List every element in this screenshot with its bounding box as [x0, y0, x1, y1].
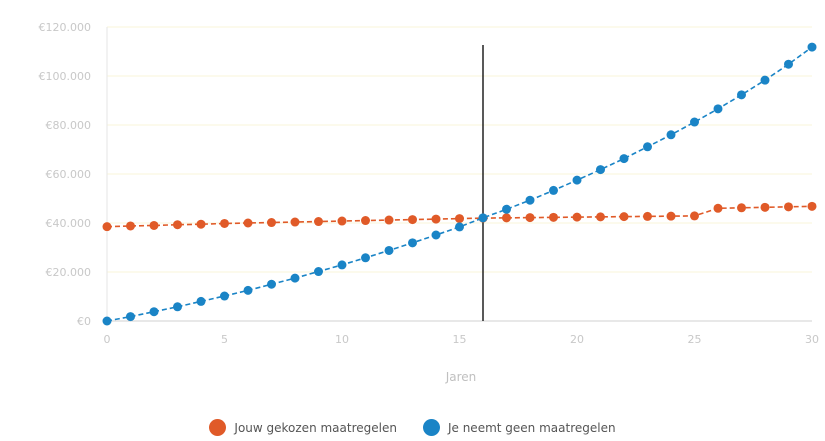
data-point — [314, 267, 323, 277]
x-tick-label: 5 — [221, 333, 228, 346]
data-point — [173, 220, 182, 230]
data-point — [361, 253, 370, 263]
data-point — [784, 59, 793, 69]
data-point — [314, 217, 323, 227]
data-point — [220, 218, 229, 228]
data-point — [408, 238, 417, 248]
data-point — [760, 75, 770, 85]
y-tick-label: €80.000 — [46, 119, 92, 132]
legend-swatch-orange — [209, 419, 227, 436]
data-point — [337, 216, 347, 226]
data-point — [408, 215, 417, 225]
data-point — [549, 185, 558, 195]
y-tick-label: €120.000 — [39, 21, 92, 34]
legend-label: Jouw gekozen maatregelen — [234, 420, 397, 435]
data-point — [384, 245, 394, 255]
data-point — [596, 212, 605, 222]
x-tick-label: 25 — [688, 333, 702, 346]
data-point — [525, 195, 535, 205]
legend: Jouw gekozen maatregelen Je neemt geen m… — [0, 419, 825, 436]
data-point — [267, 279, 276, 289]
data-point — [713, 203, 723, 213]
grid — [107, 26, 812, 273]
data-point — [149, 220, 159, 230]
data-point — [549, 212, 558, 222]
data-point — [572, 175, 582, 185]
data-point — [267, 218, 276, 228]
data-point — [243, 218, 253, 228]
data-point — [713, 104, 723, 114]
x-tick-label: 0 — [104, 333, 111, 346]
data-point — [807, 201, 817, 211]
legend-label: Je neemt geen maatregelen — [447, 420, 616, 435]
axes — [106, 27, 812, 322]
data-point — [290, 217, 300, 227]
data-point — [431, 214, 441, 224]
data-point — [196, 296, 206, 306]
data-point — [619, 154, 629, 164]
x-tick-label: 15 — [453, 333, 467, 346]
data-point — [361, 216, 370, 226]
y-tick-label: €100.000 — [39, 70, 92, 83]
y-tick-label: €20.000 — [46, 266, 92, 279]
data-point — [337, 260, 347, 270]
data-point — [196, 219, 206, 229]
series — [102, 42, 817, 326]
series-1 — [102, 42, 817, 326]
x-tick-label: 20 — [570, 333, 584, 346]
data-point — [502, 213, 511, 223]
data-point — [525, 213, 535, 223]
x-tick-labels: 0 5 10 15 20 25 30 — [104, 333, 820, 346]
data-point — [243, 285, 253, 295]
y-tick-label: €60.000 — [46, 168, 92, 181]
data-point — [173, 302, 182, 312]
x-tick-label: 10 — [335, 333, 349, 346]
data-point — [619, 212, 629, 222]
data-point — [596, 165, 605, 175]
data-point — [572, 212, 582, 222]
data-point — [502, 204, 511, 214]
data-point — [102, 316, 112, 326]
data-point — [455, 214, 464, 224]
y-tick-label: €0 — [77, 315, 91, 328]
y-tick-label: €40.000 — [46, 217, 92, 230]
legend-item-no-measures[interactable]: Je neemt geen maatregelen — [422, 419, 616, 436]
data-point — [478, 213, 488, 223]
data-point — [643, 142, 652, 152]
data-point — [102, 222, 112, 232]
data-point — [290, 273, 300, 283]
data-point — [690, 211, 699, 221]
data-point — [666, 130, 676, 140]
data-point — [126, 221, 135, 231]
legend-swatch-blue — [422, 419, 440, 436]
x-tick-label: 30 — [805, 333, 819, 346]
data-point — [760, 202, 770, 212]
y-tick-labels: €0 €20.000 €40.000 €60.000 €80.000 €100.000 €1… — [39, 21, 92, 328]
data-point — [737, 90, 746, 100]
data-point — [455, 222, 464, 232]
x-axis-label: Jaren — [445, 370, 477, 384]
data-point — [220, 291, 229, 301]
data-point — [149, 307, 159, 317]
data-point — [807, 42, 817, 52]
legend-item-chosen-measures[interactable]: Jouw gekozen maatregelen — [209, 419, 397, 436]
data-point — [384, 215, 394, 225]
data-point — [784, 202, 793, 212]
data-point — [431, 230, 441, 240]
data-point — [666, 211, 676, 221]
series-line — [106, 46, 813, 322]
data-point — [737, 203, 746, 213]
data-point — [690, 117, 699, 127]
data-point — [643, 211, 652, 221]
data-point — [126, 312, 135, 322]
